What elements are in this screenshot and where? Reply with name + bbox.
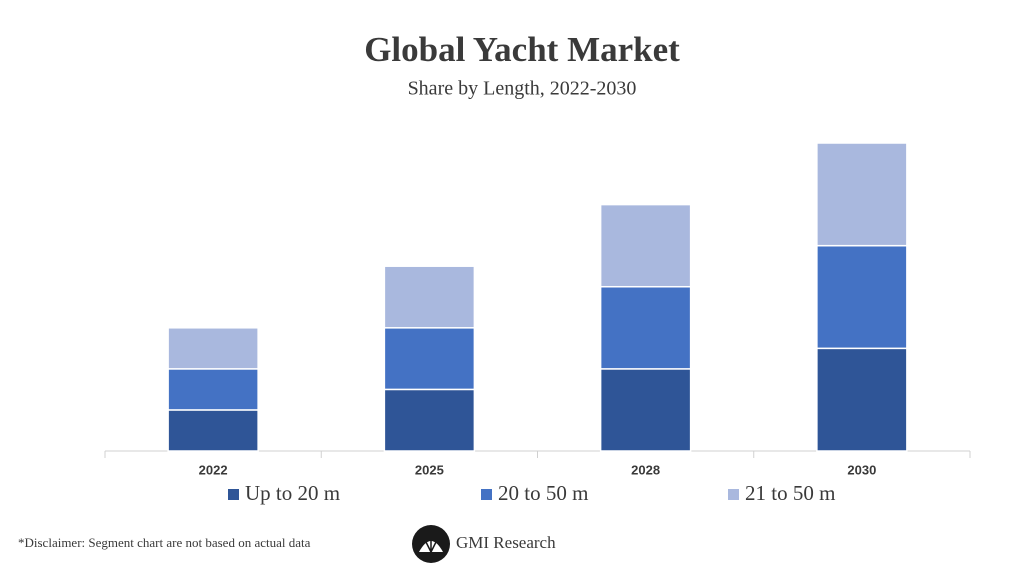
brand-name: GMI Research — [456, 533, 556, 552]
chart-title: Global Yacht Market — [364, 30, 680, 69]
legend-label: 20 to 50 m — [498, 481, 588, 505]
legend-label: Up to 20 m — [245, 481, 340, 505]
bar-segment — [167, 327, 259, 370]
legend-swatch — [481, 489, 492, 500]
bar-segment — [599, 203, 692, 288]
x-tick-label: 2028 — [631, 462, 660, 477]
brand-logo — [412, 525, 450, 563]
legend-label: 21 to 50 m — [745, 481, 835, 505]
bar-segment — [599, 285, 692, 370]
x-tick-label: 2022 — [199, 462, 228, 477]
bar-segment — [383, 388, 476, 452]
bar-segment — [167, 409, 259, 452]
x-tick-label: 2030 — [847, 462, 876, 477]
bar-segment — [383, 265, 476, 329]
legend-swatch — [228, 489, 239, 500]
bar-segment — [383, 327, 476, 391]
disclaimer: *Disclaimer: Segment chart are not based… — [18, 535, 311, 550]
bar-segment — [599, 368, 692, 452]
bar-segment — [167, 368, 259, 411]
bar-segment — [816, 244, 908, 350]
bar-segment — [816, 142, 908, 247]
legend-swatch — [728, 489, 739, 500]
x-tick-label: 2025 — [415, 462, 444, 477]
bar-segment — [816, 347, 908, 452]
chart-subtitle: Share by Length, 2022-2030 — [408, 78, 637, 100]
